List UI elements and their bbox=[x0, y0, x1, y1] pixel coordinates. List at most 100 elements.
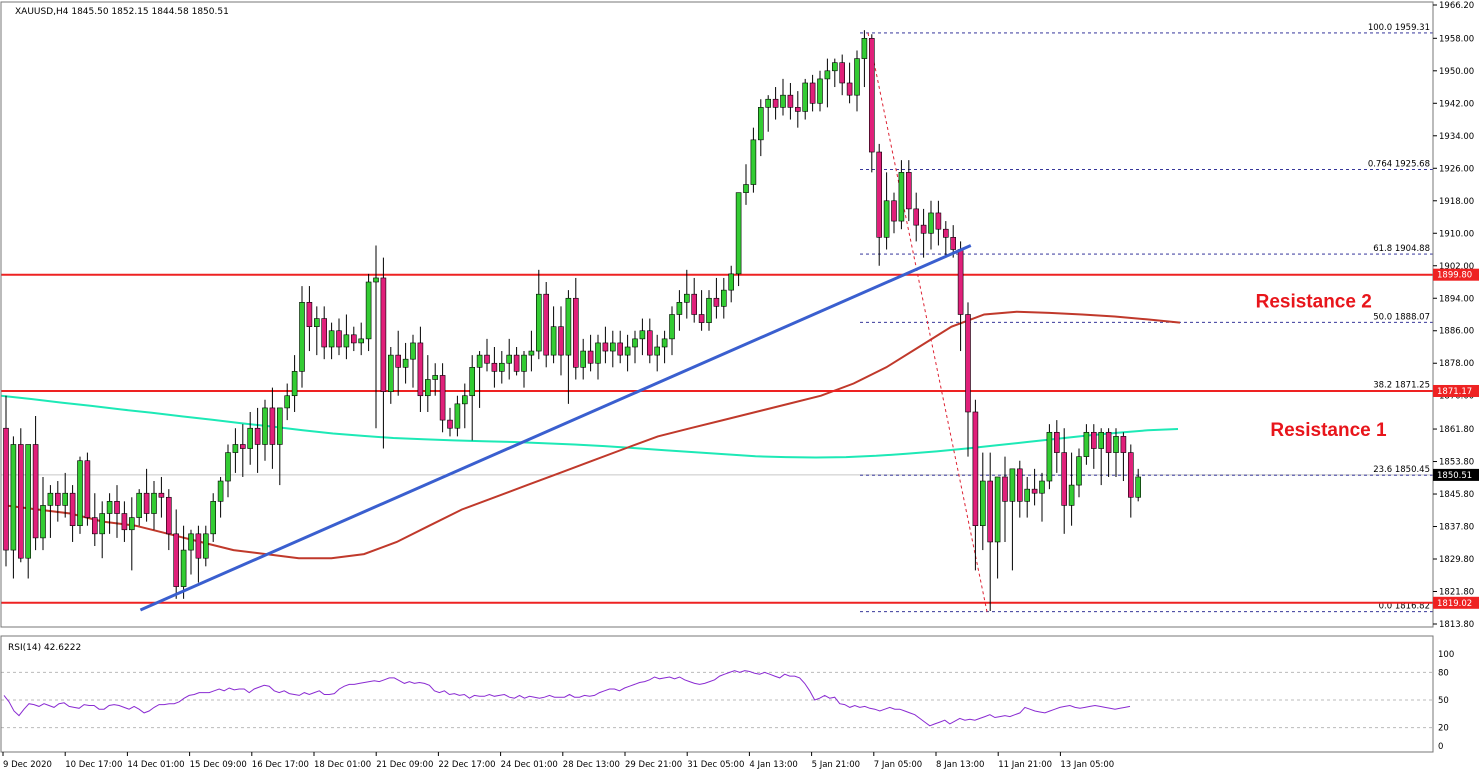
candle-body bbox=[535, 293, 542, 352]
time-label: 4 Jan 13:00 bbox=[749, 760, 797, 770]
candle-body bbox=[1083, 431, 1090, 457]
candle bbox=[802, 78, 809, 120]
candle-body bbox=[40, 505, 46, 539]
candle-body bbox=[706, 297, 712, 323]
candle-body bbox=[158, 492, 165, 498]
candle-body bbox=[676, 302, 683, 315]
candle bbox=[47, 485, 54, 538]
price-tick-label: 1878.00 bbox=[1439, 359, 1474, 369]
candle bbox=[839, 54, 846, 96]
candle bbox=[454, 395, 461, 437]
rsi-panel bbox=[1, 670, 1433, 729]
rsi-tick-label: 80 bbox=[1438, 668, 1449, 678]
candle bbox=[217, 476, 224, 518]
candle bbox=[491, 346, 498, 388]
candle bbox=[484, 338, 490, 372]
resistance-annotation: Resistance 2 bbox=[1256, 291, 1372, 312]
time-label: 8 Jan 13:00 bbox=[936, 760, 984, 770]
candle-body bbox=[1135, 476, 1141, 498]
candle bbox=[587, 334, 594, 372]
price-tick-label: 1853.80 bbox=[1439, 458, 1474, 468]
candle-body bbox=[10, 444, 17, 551]
candle-body bbox=[276, 407, 283, 445]
candle bbox=[654, 334, 661, 372]
candle-body bbox=[979, 480, 986, 527]
level-price-tag bbox=[1433, 384, 1479, 397]
candle-body bbox=[454, 403, 461, 429]
price-tick-label: 1813.80 bbox=[1439, 620, 1474, 630]
time-label: 9 Dec 2020 bbox=[3, 760, 52, 770]
candle-body bbox=[521, 354, 527, 372]
candle bbox=[528, 330, 535, 372]
candle bbox=[210, 493, 216, 542]
candle-body bbox=[217, 480, 224, 502]
candle-body bbox=[3, 427, 9, 551]
candle-body bbox=[765, 98, 772, 108]
candle bbox=[920, 208, 927, 258]
candle bbox=[846, 62, 853, 104]
time-label: 28 Dec 13:00 bbox=[563, 760, 620, 770]
candle bbox=[565, 290, 572, 404]
candle bbox=[10, 436, 17, 579]
candle bbox=[1046, 424, 1053, 490]
candle-body bbox=[994, 476, 1001, 543]
candle-body bbox=[632, 338, 638, 348]
candle-body bbox=[772, 98, 779, 108]
candle-body bbox=[203, 533, 209, 559]
candle bbox=[92, 493, 98, 547]
candle-body bbox=[543, 293, 550, 356]
candle bbox=[535, 269, 542, 360]
candle-body bbox=[750, 139, 757, 185]
candle bbox=[469, 355, 476, 441]
candle-body bbox=[1128, 452, 1134, 498]
candle-body bbox=[1002, 476, 1008, 502]
time-label: 24 Dec 01:00 bbox=[501, 760, 558, 770]
candle bbox=[373, 245, 379, 429]
candle bbox=[25, 444, 32, 579]
candle-body bbox=[121, 513, 128, 531]
price-tick-label: 1950.00 bbox=[1439, 67, 1474, 77]
candle bbox=[868, 34, 875, 173]
candle bbox=[987, 452, 994, 612]
candle-body bbox=[240, 444, 246, 449]
candle-body bbox=[506, 354, 513, 364]
moving-average-green bbox=[0, 394, 1179, 459]
price-tick-label: 1910.00 bbox=[1439, 229, 1474, 239]
current-price-tag bbox=[1433, 468, 1479, 481]
candle bbox=[646, 318, 653, 364]
candle-body bbox=[1016, 468, 1023, 502]
resistance-annotation: Resistance 1 bbox=[1270, 420, 1387, 441]
candle bbox=[328, 322, 335, 360]
candle-body bbox=[1113, 436, 1119, 453]
candle-body bbox=[1105, 431, 1112, 453]
price-tick-label: 1918.00 bbox=[1439, 197, 1474, 207]
candle bbox=[661, 330, 668, 364]
candle bbox=[876, 143, 883, 266]
candle bbox=[240, 424, 246, 477]
trendline bbox=[139, 244, 972, 612]
rsi-frame bbox=[0, 635, 1434, 753]
candle-body bbox=[173, 533, 179, 587]
candle-body bbox=[417, 342, 424, 397]
price-tick-label: 1845.80 bbox=[1439, 490, 1474, 500]
candle-body bbox=[106, 501, 113, 514]
candle bbox=[166, 489, 172, 551]
candle-body bbox=[232, 444, 239, 453]
candle bbox=[609, 330, 616, 368]
candle bbox=[3, 395, 9, 567]
candle-body bbox=[528, 350, 535, 356]
candle bbox=[905, 160, 912, 222]
candle bbox=[1002, 456, 1008, 542]
candle-body bbox=[143, 492, 150, 514]
candle bbox=[410, 334, 416, 388]
candle bbox=[928, 200, 934, 250]
candle-body bbox=[225, 452, 231, 482]
fib-label: 100.0 1959.31 bbox=[1368, 23, 1430, 33]
candle-body bbox=[114, 501, 120, 514]
current-price-tag-text: 1850.51 bbox=[1437, 471, 1472, 481]
candle bbox=[136, 489, 142, 526]
candle bbox=[1091, 424, 1097, 469]
candle-body bbox=[698, 314, 705, 323]
candle-body bbox=[950, 237, 957, 250]
